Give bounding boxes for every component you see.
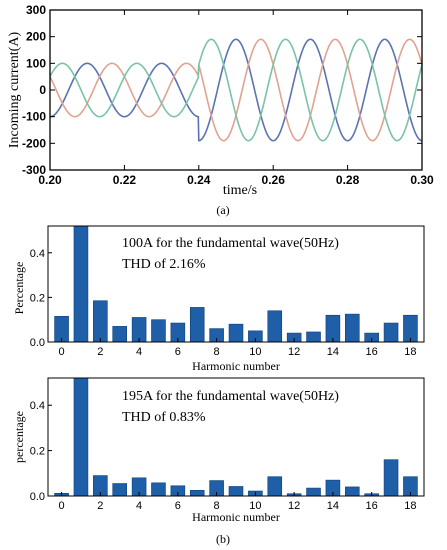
bar-harmonic-11 (267, 310, 283, 343)
annotation-line-1: 100A for the fundamental wave(50Hz) (122, 236, 339, 251)
bar-harmonic-18 (403, 314, 418, 343)
y-axis-label: percentage (12, 411, 26, 463)
x-ticks: 0 2 4 6 8 10 12 14 16 18 (59, 338, 417, 358)
plot-frame (47, 225, 425, 343)
series-line-1 (49, 38, 423, 142)
y-tick-label: -100 (22, 110, 46, 124)
x-tick-label: 10 (249, 346, 261, 358)
y-axis-label: Incoming current(A) (7, 32, 22, 149)
bar-harmonic-7 (189, 490, 205, 497)
x-tick-label: 0.26 (262, 173, 286, 187)
annotation-line-2: THD of 2.16% (122, 257, 206, 272)
x-axis-label: Harmonic number (192, 510, 280, 524)
x-ticks: 0 2 4 6 8 10 12 14 16 18 (59, 492, 417, 512)
x-tick-label: 2 (97, 346, 103, 358)
x-tick-label: 0 (59, 346, 65, 358)
x-tick-label: 6 (175, 500, 181, 512)
x-tick-label: 18 (404, 500, 416, 512)
y-ticks: 300 200 100 0 -100 -200 -300 (22, 3, 422, 177)
bar-harmonic-3 (112, 483, 127, 497)
bar-harmonic-13 (306, 487, 321, 497)
annotation-line-1: 195A for the fundamental wave(50Hz) (122, 389, 339, 404)
y-tick-label: 0.4 (30, 400, 45, 412)
y-ticks: 0.0 0.2 0.4 (30, 248, 52, 349)
bar-harmonic-14 (325, 314, 341, 343)
x-ticks: 0.20 0.22 0.24 0.26 0.28 0.30 (38, 10, 434, 187)
x-axis-label: time/s (223, 183, 257, 198)
bar-harmonic-15 (345, 313, 360, 343)
y-tick-label: 0.2 (30, 292, 45, 304)
x-tick-label: 0.30 (410, 173, 434, 187)
bar-harmonic-2 (93, 300, 108, 343)
x-tick-label: 4 (136, 346, 142, 358)
y-tick-label: 0.0 (30, 491, 45, 503)
bar-chart-panel-100a: 0.0 0.2 0.4 0 2 4 6 8 10 12 14 16 18 100A for the f… (12, 225, 425, 373)
x-tick-label: 14 (327, 346, 339, 358)
y-tick-label: 100 (26, 56, 46, 70)
y-tick-label: 0 (39, 83, 46, 97)
annotation-line-2: THD of 0.83% (122, 410, 206, 425)
x-tick-label: 12 (288, 346, 300, 358)
x-tick-label: 14 (327, 500, 339, 512)
y-tick-label: 0.4 (30, 248, 45, 260)
x-tick-label: 8 (214, 500, 220, 512)
x-tick-label: 12 (288, 500, 300, 512)
x-tick-label: 4 (136, 500, 142, 512)
panel-label-b: (b) (216, 532, 230, 546)
y-axis-label: Percentage (12, 262, 26, 315)
bar-harmonic-1 (73, 225, 89, 343)
x-tick-label: 10 (249, 500, 261, 512)
x-tick-label: 18 (404, 346, 416, 358)
x-tick-label: 0.24 (187, 173, 211, 187)
x-axis-label: Harmonic number (192, 359, 280, 373)
y-tick-label: 0.0 (30, 337, 45, 349)
bar-chart-panel-195a: 0.0 0.2 0.4 0 2 4 6 8 10 12 14 16 18 195A for the f… (12, 377, 425, 546)
current-waveforms (49, 38, 423, 142)
x-tick-label: 16 (366, 500, 378, 512)
bar-harmonic-13 (306, 331, 321, 343)
bar-harmonic-5 (151, 319, 166, 343)
series-line-3 (49, 38, 423, 142)
x-tick-label: 16 (366, 346, 378, 358)
x-tick-label: 0.28 (336, 173, 360, 187)
x-tick-label: 0.22 (113, 173, 137, 187)
bars (54, 225, 418, 343)
y-tick-label: 300 (26, 3, 46, 17)
x-tick-label: 2 (97, 500, 103, 512)
bar-harmonic-17 (383, 459, 399, 497)
bar-harmonic-17 (383, 322, 399, 343)
y-tick-label: 200 (26, 30, 46, 44)
bar-harmonic-11 (267, 476, 283, 497)
bar-harmonic-1 (73, 377, 89, 497)
bar-harmonic-15 (345, 486, 360, 497)
plot-frame (47, 377, 425, 497)
bar-harmonic-9 (228, 486, 244, 497)
x-tick-label: 0 (59, 500, 65, 512)
bar-harmonic-3 (112, 326, 127, 343)
y-tick-label: -300 (22, 163, 46, 177)
bar-harmonic-9 (228, 323, 244, 343)
y-tick-label: 0.2 (30, 446, 45, 458)
panel-label-a: (a) (216, 203, 229, 217)
y-ticks: 0.0 0.2 0.4 (30, 400, 52, 503)
x-tick-label: 8 (214, 346, 220, 358)
y-tick-label: -200 (22, 136, 46, 150)
bar-harmonic-7 (189, 307, 205, 343)
bar-harmonic-5 (151, 482, 166, 497)
x-tick-label: 6 (175, 346, 181, 358)
x-tick-label: 0.20 (38, 173, 62, 187)
